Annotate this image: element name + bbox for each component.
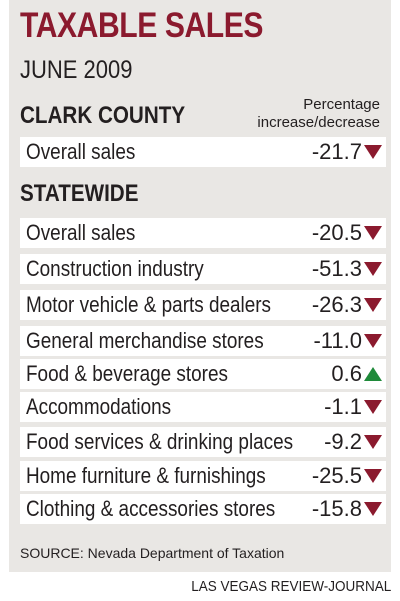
down-triangle-icon xyxy=(364,226,382,240)
table-row: Motor vehicle & parts dealers -26.3 xyxy=(20,290,386,320)
row-label: Food services & drinking places xyxy=(26,429,294,454)
table-row: Food services & drinking places -9.2 xyxy=(20,427,386,457)
row-label: Construction industry xyxy=(26,256,204,281)
row-label: Home furniture & furnishings xyxy=(26,463,266,488)
down-triangle-icon xyxy=(364,469,382,483)
down-triangle-icon xyxy=(364,262,382,276)
group-heading-statewide: STATEWIDE xyxy=(20,180,139,207)
down-triangle-icon xyxy=(364,502,382,516)
row-label: General merchandise stores xyxy=(26,328,264,353)
row-value: -51.3 xyxy=(311,256,362,281)
table-row: Construction industry -51.3 xyxy=(20,254,386,284)
source-note: SOURCE: Nevada Department of Taxation xyxy=(20,545,285,561)
down-triangle-icon xyxy=(364,435,382,449)
down-triangle-icon xyxy=(364,145,382,159)
table-row: Food & beverage stores 0.6 xyxy=(20,359,386,389)
row-value: -20.5 xyxy=(311,220,362,245)
row-value: -15.8 xyxy=(311,496,362,521)
table-row: Overall sales -21.7 xyxy=(20,137,386,167)
up-triangle-icon xyxy=(364,367,382,381)
row-value: -11.0 xyxy=(313,328,362,353)
down-triangle-icon xyxy=(364,400,382,414)
row-value: -9.2 xyxy=(324,429,362,454)
row-label: Motor vehicle & parts dealers xyxy=(26,292,272,317)
chart-title: TAXABLE SALES xyxy=(20,6,264,45)
group-heading-clark-county: CLARK COUNTY xyxy=(20,102,186,129)
down-triangle-icon xyxy=(364,334,382,348)
row-label: Accommodations xyxy=(26,394,172,419)
chart-subtitle: JUNE 2009 xyxy=(20,56,133,84)
table-row: Clothing & accessories stores -15.8 xyxy=(20,494,386,524)
row-value: -21.7 xyxy=(311,139,362,164)
row-value: -25.5 xyxy=(311,463,362,488)
table-row: Home furniture & furnishings -25.5 xyxy=(20,461,386,491)
column-header: Percentage increase/decrease xyxy=(257,96,380,131)
table-row: General merchandise stores -11.0 xyxy=(20,326,386,356)
publisher-credit: LAS VEGAS REVIEW-JOURNAL xyxy=(190,578,391,595)
row-value: 0.6 xyxy=(331,361,362,386)
row-value: -26.3 xyxy=(311,292,362,317)
row-label: Overall sales xyxy=(26,220,136,245)
row-value: -1.1 xyxy=(324,394,362,419)
table-row: Overall sales -20.5 xyxy=(20,218,386,248)
row-label: Food & beverage stores xyxy=(26,361,228,386)
row-label: Clothing & accessories stores xyxy=(26,496,276,521)
table-row: Accommodations -1.1 xyxy=(20,392,386,422)
row-label: Overall sales xyxy=(26,139,136,164)
down-triangle-icon xyxy=(364,298,382,312)
